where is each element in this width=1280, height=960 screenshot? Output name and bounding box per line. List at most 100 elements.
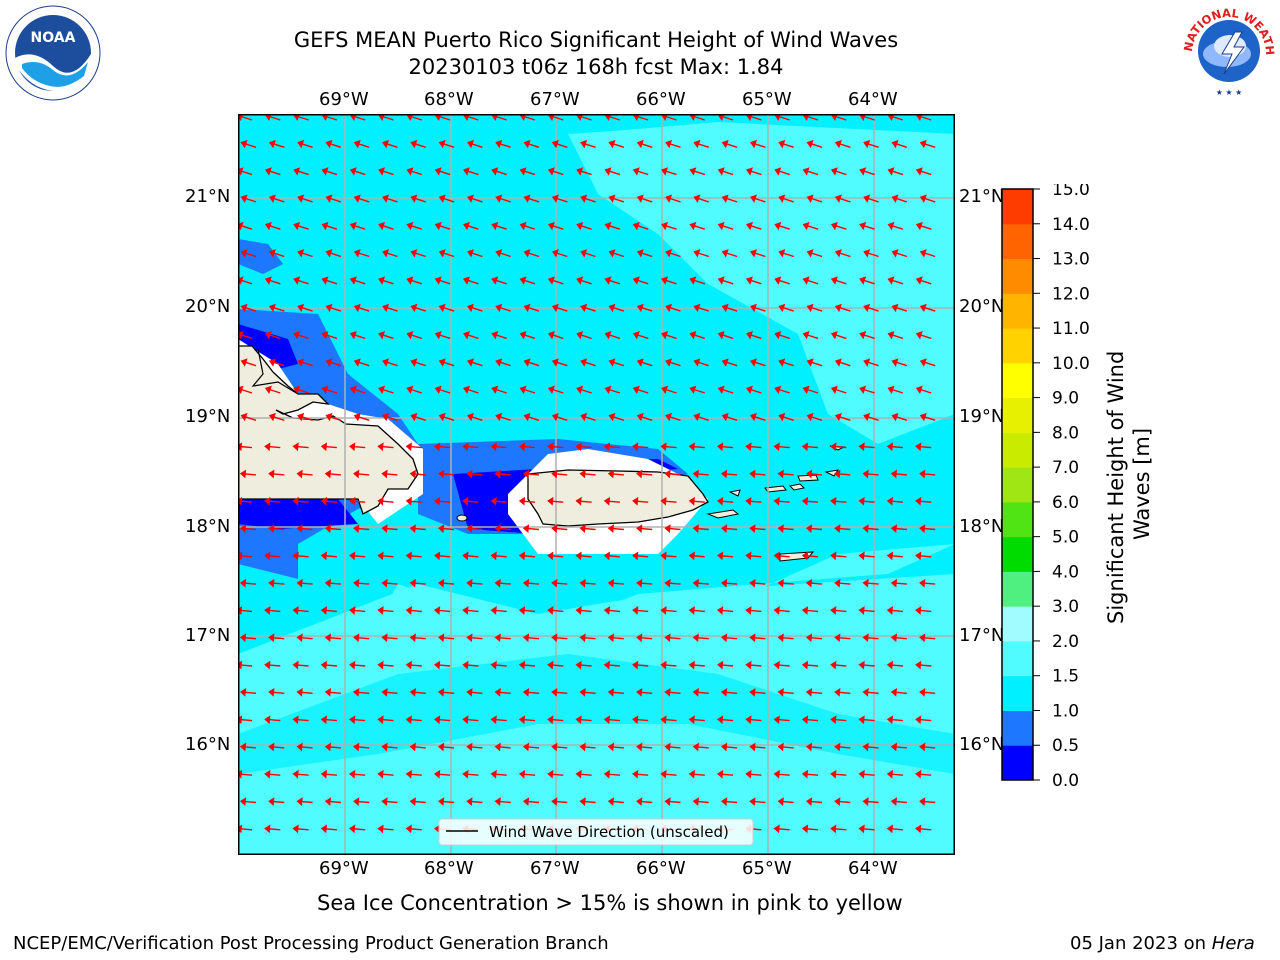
wave-direction-arrow <box>353 358 370 367</box>
wave-direction-arrow <box>467 194 483 203</box>
wave-direction-arrow <box>688 769 705 779</box>
wave-direction-arrow <box>636 412 653 422</box>
wave-direction-arrow <box>518 715 536 725</box>
colorbar-tick-label: 9.0 <box>1052 389 1079 409</box>
wave-direction-arrow <box>664 688 681 697</box>
wave-direction-arrow <box>858 824 875 834</box>
wave-direction-arrow <box>834 358 851 367</box>
colorbar-segment <box>1002 328 1033 364</box>
wave-direction-arrow <box>886 551 903 561</box>
wave-direction-arrow <box>576 385 592 395</box>
wave-direction-arrow <box>830 551 847 561</box>
wave-direction-arrow <box>693 303 710 313</box>
wave-direction-arrow <box>264 769 281 779</box>
wave-direction-arrow <box>749 633 766 643</box>
wave-direction-arrow <box>409 633 426 643</box>
wave-direction-arrow <box>324 524 341 533</box>
wave-direction-arrow <box>721 249 738 258</box>
wave-direction-arrow <box>834 633 851 643</box>
wave-direction-arrow <box>660 715 677 725</box>
wave-direction-arrow <box>806 249 823 258</box>
gridlines <box>238 114 955 855</box>
wave-direction-arrow <box>551 249 568 258</box>
wave-direction-arrow <box>603 606 620 615</box>
colorbar-label-line2: Waves [m] <box>1130 428 1154 540</box>
wave-direction-arrow <box>834 469 851 479</box>
wave-direction-arrow <box>410 303 427 313</box>
wave-direction-arrow <box>519 331 536 340</box>
wave-direction-arrow <box>834 742 851 752</box>
wave-direction-arrow <box>632 221 649 231</box>
wave-direction-arrow <box>660 496 677 506</box>
wave-direction-arrow <box>320 606 337 615</box>
wave-direction-arrow <box>915 442 932 452</box>
wave-direction-arrow <box>716 551 734 561</box>
wave-direction-arrow <box>660 769 677 779</box>
wave-direction-arrow <box>467 412 483 422</box>
wave-direction-arrow <box>720 742 738 752</box>
wave-band-0-5-1-0-c <box>238 239 283 274</box>
wave-direction-arrow <box>717 385 734 395</box>
wave-direction-arrow <box>296 633 313 643</box>
wave-direction-arrow <box>495 194 511 203</box>
wave-direction-arrow <box>325 139 342 149</box>
wave-direction-arrow <box>632 715 649 725</box>
wave-direction-arrow <box>292 606 309 615</box>
wave-direction-arrow <box>632 551 649 561</box>
wave-direction-arrow <box>859 385 875 395</box>
wave-direction-arrow <box>580 412 596 422</box>
wave-direction-arrow <box>777 633 794 643</box>
wave-direction-arrow <box>607 633 624 643</box>
wave-direction-arrow <box>522 524 540 533</box>
wave-direction-arrow <box>863 303 879 313</box>
wave-direction-arrow <box>297 249 313 258</box>
wave-direction-arrow <box>349 715 366 725</box>
run-date-text: 05 Jan 2023 on <box>1070 933 1212 954</box>
wave-direction-arrow <box>405 442 422 452</box>
wave-direction-arrow <box>293 331 309 340</box>
wave-direction-arrow <box>268 469 285 479</box>
wave-direction-arrow <box>720 797 738 806</box>
wave-direction-arrow <box>693 249 710 258</box>
wave-direction-arrow <box>523 358 540 367</box>
wave-direction-arrow <box>268 797 285 806</box>
wave-direction-arrow <box>495 358 511 367</box>
wave-direction-arrow <box>858 551 875 561</box>
wave-direction-arrow <box>665 358 681 367</box>
wave-direction-arrow <box>353 194 370 203</box>
wave-direction-arrow <box>830 606 847 615</box>
wave-direction-arrow <box>349 276 366 285</box>
wave-direction-arrow <box>858 769 875 779</box>
lat-label-left: 16°N <box>185 734 231 755</box>
wave-direction-arrow <box>802 276 819 285</box>
wave-direction-arrow <box>802 167 819 176</box>
wave-direction-arrow <box>438 358 455 367</box>
wave-direction-arrow <box>632 331 649 340</box>
wave-direction-arrow <box>264 496 281 506</box>
wave-direction-arrow <box>324 742 341 752</box>
wave-direction-arrow <box>801 442 819 452</box>
wave-direction-arrow <box>636 358 653 367</box>
wave-direction-arrow <box>353 249 370 258</box>
wave-direction-arrow <box>406 331 423 340</box>
wave-direction-arrow <box>239 797 257 806</box>
wave-direction-arrow <box>320 715 337 725</box>
wave-direction-arrow <box>608 358 625 367</box>
wave-direction-arrow <box>579 688 596 697</box>
wave-direction-arrow <box>664 742 681 752</box>
wave-direction-arrow <box>661 276 677 285</box>
wave-direction-arrow <box>437 742 455 752</box>
wave-direction-arrow <box>377 769 394 779</box>
wave-direction-arrow <box>887 221 904 231</box>
wave-direction-arrow <box>377 496 394 506</box>
wave-direction-arrow <box>437 688 455 697</box>
wave-direction-arrow <box>801 551 819 561</box>
wave-direction-arrow <box>721 412 738 422</box>
sea-ice-note: Sea Ice Concentration > 15% is shown in … <box>317 891 903 915</box>
wave-direction-arrow <box>603 660 620 670</box>
wave-direction-arrow <box>830 331 847 340</box>
wave-direction-arrow <box>859 221 875 231</box>
wave-direction-arrow <box>495 139 511 149</box>
wave-direction-arrow <box>863 139 879 149</box>
wave-direction-arrow <box>462 606 479 615</box>
